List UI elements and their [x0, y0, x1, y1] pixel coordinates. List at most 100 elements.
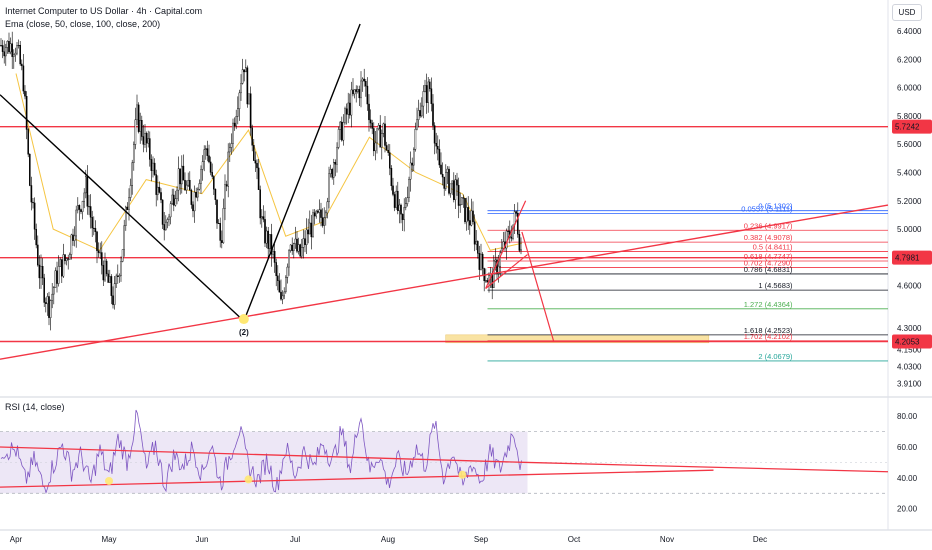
candle-body — [369, 119, 372, 124]
candle-body — [228, 147, 231, 153]
candle-body — [424, 85, 426, 92]
candle-body — [416, 119, 418, 130]
ema-indicator-label[interactable]: Ema (close, 50, close, 100, close, 200) — [5, 19, 161, 29]
candle-body — [462, 197, 465, 199]
candle-body — [137, 104, 140, 132]
candle-body — [209, 161, 212, 173]
price-tick-label: 6.4000 — [897, 27, 922, 36]
fib-level-label: 0.618 (4.7747) — [744, 252, 793, 261]
candle-body — [406, 197, 409, 204]
price-tick-label: 6.0000 — [897, 84, 922, 93]
candle-body — [485, 280, 487, 282]
candle-body — [403, 207, 406, 220]
candle-body — [273, 251, 276, 263]
candle-body — [49, 300, 52, 318]
candle-body — [21, 63, 23, 67]
candle-body — [357, 89, 359, 92]
fib-level-label: 0.5 (4.8411) — [753, 243, 793, 252]
candle-body — [156, 186, 159, 195]
candle-body — [222, 208, 225, 243]
candle-body — [361, 78, 364, 82]
candle-body — [148, 138, 151, 160]
candle-body — [86, 176, 89, 207]
candle-body — [184, 179, 186, 191]
candle-body — [94, 228, 97, 233]
candle-body — [363, 78, 366, 82]
fib-level-label: 1.618 (4.2523) — [744, 326, 793, 335]
currency-button[interactable]: USD — [892, 4, 922, 21]
candle-body — [481, 253, 484, 269]
candle-body — [17, 45, 20, 47]
candle-body — [200, 169, 202, 184]
candle-body — [108, 276, 111, 283]
descending-trendline — [0, 94, 245, 322]
price-tag-label: 5.7242 — [895, 123, 920, 132]
time-tick-label: Sep — [474, 535, 489, 544]
candle-body — [219, 223, 222, 241]
candle-body — [233, 122, 236, 127]
candle-body — [193, 192, 196, 212]
projection-line — [521, 231, 555, 342]
candle-body — [398, 204, 401, 211]
fib-level-label: 1.702 (4.2102) — [744, 332, 793, 341]
candle-body — [12, 54, 15, 57]
candle-body — [252, 145, 255, 161]
candle-body — [152, 162, 154, 171]
fib-level-label: 0.702 (4.7290) — [744, 258, 793, 267]
candle-body — [171, 194, 174, 205]
candle-body — [397, 190, 399, 211]
candle-body — [56, 270, 58, 284]
candle-body — [88, 206, 90, 208]
candle-body — [518, 233, 521, 251]
time-tick-label: Jun — [196, 535, 209, 544]
fib-level-label: 1 (4.5683) — [758, 281, 793, 290]
candle-body — [80, 209, 82, 212]
candle-body — [413, 149, 415, 166]
candle-body — [41, 266, 44, 279]
candle-body — [304, 238, 306, 246]
candle-body — [188, 180, 191, 191]
candle-body — [317, 210, 319, 213]
ascending-black-trendline — [243, 23, 361, 322]
rsi-tick-label: 40.00 — [897, 474, 918, 483]
candle-body — [297, 244, 300, 252]
candle-body — [472, 210, 474, 222]
time-tick-label: Nov — [660, 535, 674, 544]
rsi-indicator-label[interactable]: RSI (14, close) — [5, 402, 65, 412]
time-tick-label: May — [101, 535, 116, 544]
candle-body — [131, 162, 134, 186]
candle-body — [136, 104, 138, 120]
candle-body — [14, 52, 17, 56]
candle-body — [419, 110, 422, 117]
candle-body — [377, 125, 380, 129]
rsi-resistance-extension — [527, 461, 889, 473]
candle-body — [368, 103, 370, 121]
candle-body — [185, 184, 188, 191]
rsi-tick-label: 60.00 — [897, 443, 918, 452]
candle-body — [38, 264, 41, 279]
price-tag-bg — [892, 250, 932, 265]
candle-body — [91, 217, 93, 229]
candle-body — [22, 65, 25, 92]
candle-body — [328, 173, 330, 203]
candle-body — [451, 180, 454, 185]
candle-body — [456, 179, 458, 186]
candle-body — [134, 119, 137, 145]
candle-body — [147, 138, 150, 144]
candle-body — [3, 51, 5, 57]
candle-body — [395, 190, 398, 208]
candle-body — [217, 222, 220, 224]
rsi-resistance-line — [0, 446, 528, 464]
candle-body — [27, 129, 30, 155]
candle-body — [411, 162, 414, 166]
candle-body — [360, 80, 362, 99]
candle-body — [8, 41, 10, 53]
candle-body — [417, 110, 420, 120]
candle-body — [246, 67, 249, 105]
candle-body — [384, 123, 386, 146]
candle-body — [437, 145, 439, 150]
candle-body — [46, 296, 49, 304]
candle-body — [4, 47, 7, 57]
candle-body — [168, 216, 170, 220]
